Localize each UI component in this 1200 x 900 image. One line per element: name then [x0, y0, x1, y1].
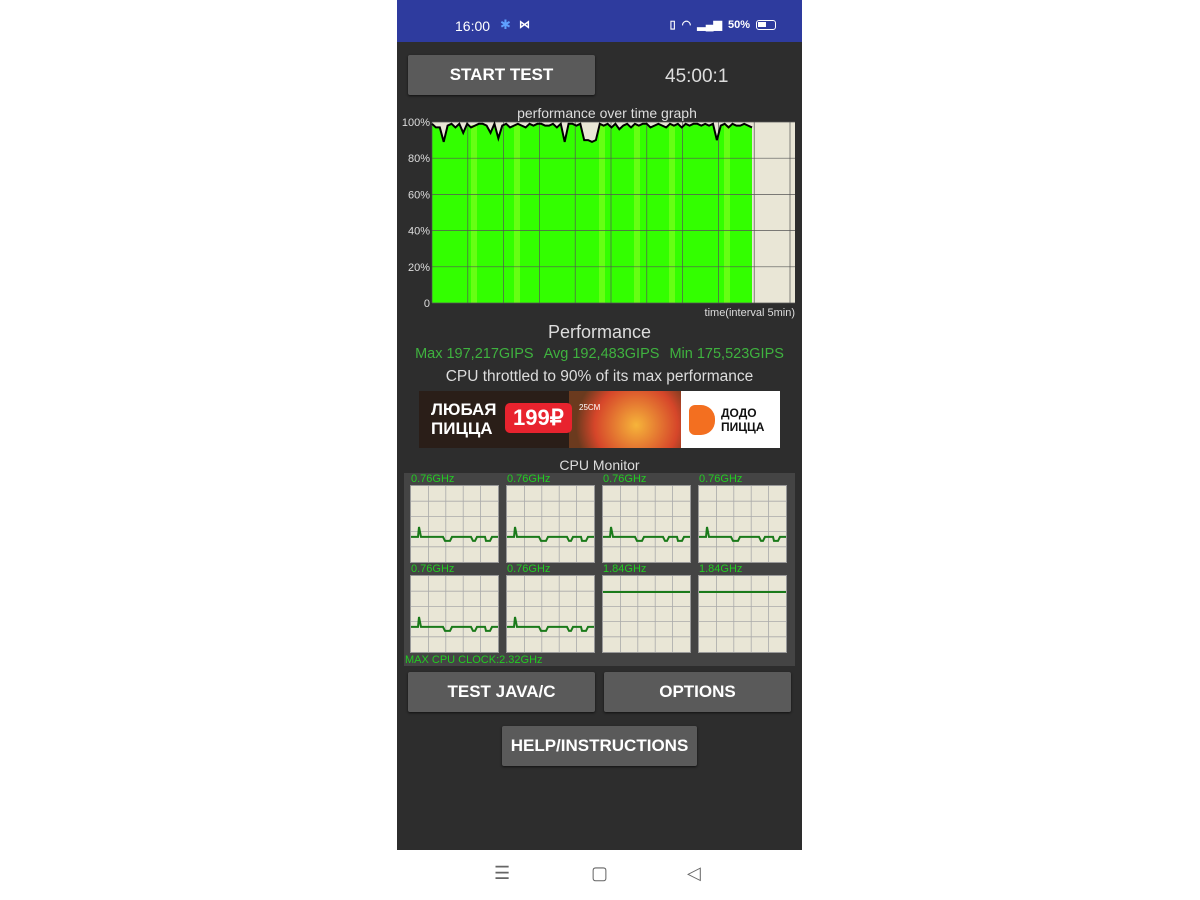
ad-size: 25CM — [579, 403, 601, 412]
y-tick-label: 100% — [402, 117, 430, 129]
core-frequency-label: 1.84GHz — [603, 563, 647, 575]
options-button[interactable]: OPTIONS — [604, 672, 791, 712]
dodo-icon — [689, 404, 715, 435]
start-test-button[interactable]: START TEST — [408, 55, 595, 95]
core-frequency-trace — [603, 526, 690, 542]
core-graph — [602, 575, 691, 653]
core-frequency-trace — [411, 616, 498, 632]
highlight-band — [724, 125, 730, 303]
wifi-icon: ◠ — [681, 19, 692, 31]
ad-headline: ЛЮБАЯ ПИЦЦА — [431, 400, 497, 438]
ad-banner[interactable]: ЛЮБАЯ ПИЦЦА 25CM 199₽ ДОДО ПИЦЦА — [419, 391, 780, 448]
performance-line — [431, 120, 753, 144]
help-instructions-button[interactable]: HELP/INSTRUCTIONS — [502, 726, 697, 766]
menu-icon[interactable]: ☰ — [494, 863, 511, 883]
core-graph — [410, 485, 499, 563]
performance-stats: Max 197,217GIPS Avg 192,483GIPS Min 175,… — [397, 346, 802, 362]
highlight-band — [599, 125, 605, 303]
y-tick-label: 40% — [408, 226, 430, 238]
phone-screen: 16:00 ✱ ⋈ ▯ ◠ ▂▄▆ 50% START TEST 45:00:1… — [397, 0, 802, 900]
signal-icon: ▂▄▆ — [697, 19, 722, 31]
ad-price: 199₽ — [505, 403, 572, 433]
core-graph — [506, 485, 595, 563]
core-frequency-label: 0.76GHz — [411, 473, 455, 485]
core-frequency-label: 0.76GHz — [507, 473, 551, 485]
battery-percent: 50% — [727, 18, 750, 31]
performance-heading: Performance — [547, 322, 652, 342]
throttle-message: CPU throttled to 90% of its max performa… — [445, 368, 754, 385]
vibrate-icon: ▯ — [669, 19, 676, 31]
core-frequency-trace — [411, 526, 498, 542]
cpu-monitor-title: CPU Monitor — [559, 457, 640, 473]
status-time: 16:00 — [455, 18, 491, 34]
m-icon: ⋈ — [519, 19, 530, 31]
test-java-c-button[interactable]: TEST JAVA/C — [408, 672, 595, 712]
status-bar: 16:00 ✱ ⋈ ▯ ◠ ▂▄▆ 50% — [397, 0, 802, 42]
highlight-band — [471, 125, 477, 303]
cpu-monitor: 0.76GHz 0.76GHz 0.76GHz 0.76GHz 0.76GHz 0.76G… — [404, 473, 795, 666]
core-graph — [506, 575, 595, 653]
core-frequency-trace — [507, 526, 594, 542]
y-tick-label: 0 — [424, 298, 430, 310]
core-graph — [698, 575, 787, 653]
graph-title: performance over time graph — [517, 105, 697, 121]
max-gips: Max 197,217GIPS — [415, 346, 534, 362]
core-frequency-label: 0.76GHz — [507, 563, 551, 575]
core-graph — [410, 575, 499, 653]
max-cpu-clock: MAX CPU CLOCK:2.32GHz — [405, 654, 543, 666]
core-frequency-label: 0.76GHz — [411, 563, 455, 575]
navigation-bar: ☰ ▢ ◁ — [397, 850, 802, 900]
avg-gips: Avg 192,483GIPS — [543, 346, 660, 362]
highlight-band — [669, 125, 675, 303]
core-frequency-label: 1.84GHz — [699, 563, 743, 575]
dodo-logo: ДОДО ПИЦЦА — [681, 391, 780, 448]
core-frequency-trace — [699, 526, 786, 542]
y-tick-label: 20% — [408, 262, 430, 274]
gear-icon: ✱ — [500, 17, 511, 32]
core-frequency-label: 0.76GHz — [699, 473, 743, 485]
highlight-band — [634, 125, 640, 303]
core-frequency-label: 0.76GHz — [603, 473, 647, 485]
y-tick-label: 60% — [408, 189, 430, 201]
back-icon[interactable]: ◁ — [687, 863, 701, 883]
y-tick-label: 80% — [408, 153, 430, 165]
pizza-image — [569, 391, 681, 448]
x-axis-label: time(interval 5min) — [705, 307, 795, 319]
min-gips: Min 175,523GIPS — [669, 346, 784, 362]
highlight-band — [514, 125, 520, 303]
test-timer: 45:00:1 — [665, 66, 729, 87]
core-graph — [602, 485, 691, 563]
core-graph — [698, 485, 787, 563]
home-icon[interactable]: ▢ — [591, 863, 609, 883]
core-frequency-trace — [507, 616, 594, 632]
performance-area — [432, 123, 752, 303]
performance-graph: performance over time graph 0 20% 40% 60% 80… — [402, 105, 795, 319]
battery-icon — [756, 19, 776, 30]
